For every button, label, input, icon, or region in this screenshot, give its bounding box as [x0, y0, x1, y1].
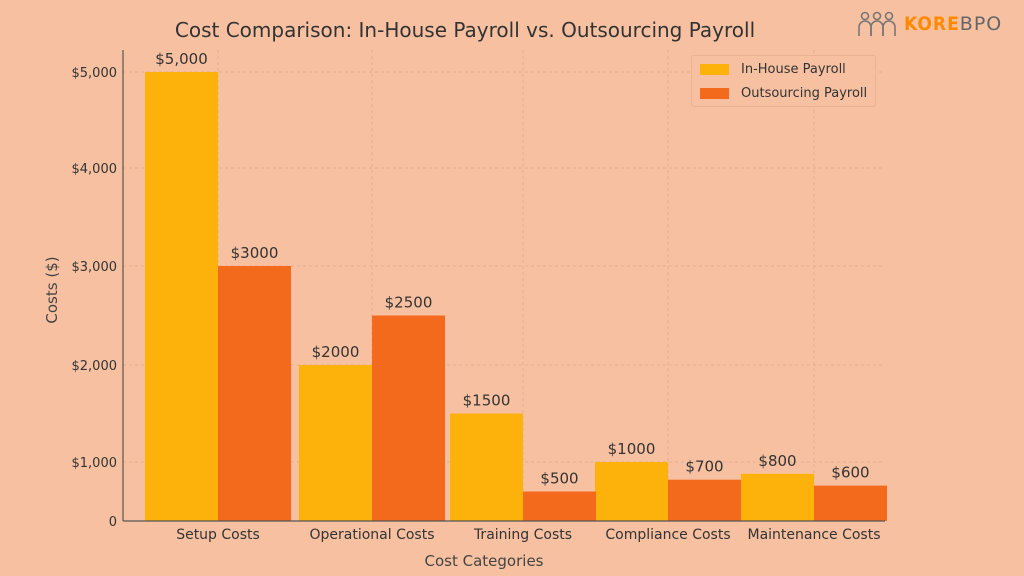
data-label: $700	[685, 458, 723, 476]
bar-outsourcing	[814, 485, 887, 521]
data-label: $600	[831, 464, 869, 482]
logo-kore-text: KORE	[904, 13, 960, 35]
data-label: $3000	[231, 244, 279, 262]
data-label: $1500	[463, 392, 511, 410]
korebpo-logo: KORE BPO	[858, 11, 1002, 37]
y-tick-label: $2,000	[72, 359, 118, 374]
data-label: $2500	[385, 294, 433, 312]
legend-label-outsourcing: Outsourcing Payroll	[741, 85, 868, 101]
legend-swatch-in-house	[700, 63, 729, 75]
y-tick-label: $3,000	[72, 260, 118, 275]
x-tick-label: Setup Costs	[176, 527, 260, 543]
y-tick-label: $5,000	[72, 66, 118, 81]
data-label: $800	[758, 452, 796, 470]
x-axis-label: Cost Categories	[425, 552, 544, 570]
people-group-icon	[858, 11, 896, 36]
legend-item-outsourcing: Outsourcing Payroll	[700, 82, 875, 104]
y-axis-label: Costs ($)	[43, 256, 61, 323]
logo-bpo-text: BPO	[959, 13, 1003, 35]
bar-in-house	[145, 72, 218, 521]
chart-title: Cost Comparison: In-House Payroll vs. Ou…	[174, 18, 756, 42]
bar-outsourcing	[523, 491, 596, 521]
x-tick-label: Operational Costs	[309, 527, 434, 543]
y-tick-label: $1,000	[72, 456, 118, 471]
data-label: $2000	[312, 343, 360, 361]
x-tick-label: Training Costs	[473, 527, 572, 543]
legend: In-House Payroll Outsourcing Payroll	[691, 55, 876, 107]
bar-outsourcing	[218, 266, 291, 521]
y-tick-label: $4,000	[72, 162, 118, 177]
bar-outsourcing	[372, 315, 445, 521]
data-label: $500	[540, 470, 578, 488]
bar-in-house	[299, 365, 372, 521]
bar-in-house	[741, 473, 814, 521]
bar-outsourcing	[668, 479, 741, 521]
y-tick-label: 0	[109, 515, 117, 530]
legend-swatch-outsourcing	[700, 87, 729, 99]
bar-in-house	[450, 413, 523, 521]
data-label: $1000	[608, 440, 656, 458]
x-tick-label: Maintenance Costs	[747, 527, 880, 543]
x-tick-label: Compliance Costs	[605, 527, 730, 543]
bar-in-house	[595, 462, 668, 521]
legend-label-in-house: In-House Payroll	[741, 61, 846, 77]
data-label: $5,000	[155, 50, 208, 68]
legend-item-in-house: In-House Payroll	[700, 58, 875, 80]
